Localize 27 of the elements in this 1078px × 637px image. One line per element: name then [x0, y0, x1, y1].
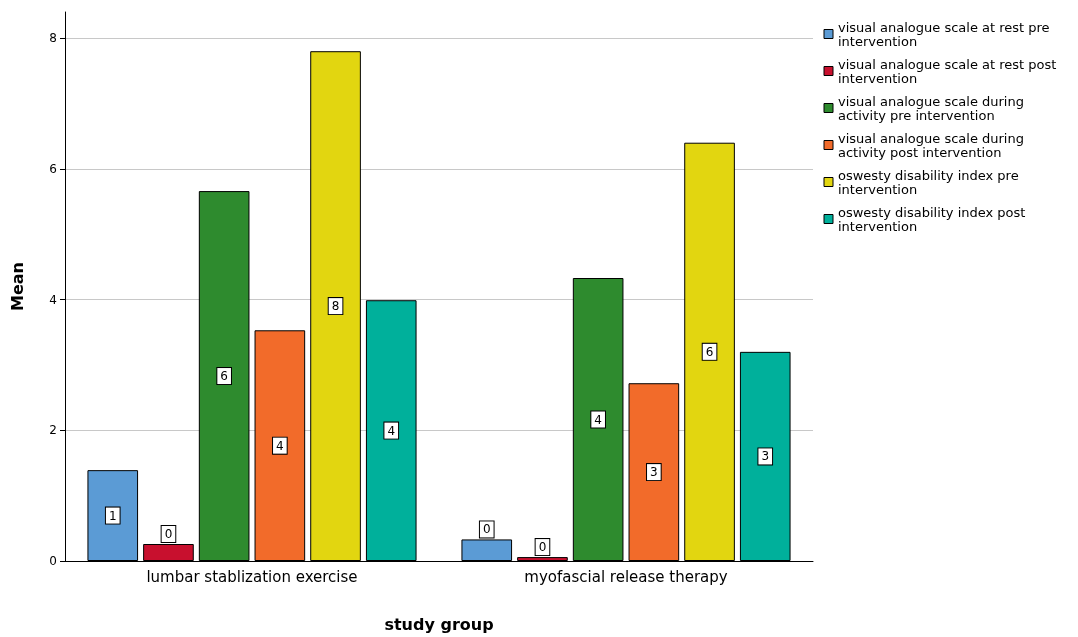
data-label: 0	[538, 540, 547, 555]
x-axis-title: study group	[384, 614, 494, 634]
legend-label: visual analogue scale at rest post intervention	[838, 56, 1061, 86]
data-label: 1	[108, 508, 117, 523]
y-tick-label: 8	[49, 31, 57, 46]
y-tick-label: 2	[49, 423, 57, 438]
legend-label: visual analogue scale during activity pre intervention	[838, 93, 1029, 123]
legend-label: oswesty disability index post intervention	[838, 204, 1030, 234]
data-label: 6	[220, 369, 228, 384]
legend-label: visual analogue scale at rest pre intervention	[838, 19, 1054, 49]
data-label: 3	[761, 449, 770, 464]
x-tick-label: lumbar stablization exercise	[146, 567, 358, 586]
data-label: 0	[164, 527, 173, 542]
data-label: 0	[482, 522, 491, 537]
data-label: 6	[705, 344, 714, 359]
x-tick-label: myofascial release therapy	[524, 567, 728, 586]
data-label: 8	[331, 299, 340, 314]
y-tick-label: 4	[49, 292, 57, 307]
y-axis-title: Mean	[7, 262, 27, 311]
y-tick-label: 0	[49, 554, 57, 568]
legend-label: visual analogue scale during activity post intervention	[838, 130, 1029, 160]
legend-label: oswesty disability index pre intervention	[838, 167, 1023, 197]
data-label: 3	[650, 465, 658, 480]
data-label: 4	[276, 438, 284, 453]
y-tick-label: 6	[49, 161, 57, 176]
data-label: 4	[594, 412, 602, 427]
data-label: 4	[387, 423, 396, 438]
